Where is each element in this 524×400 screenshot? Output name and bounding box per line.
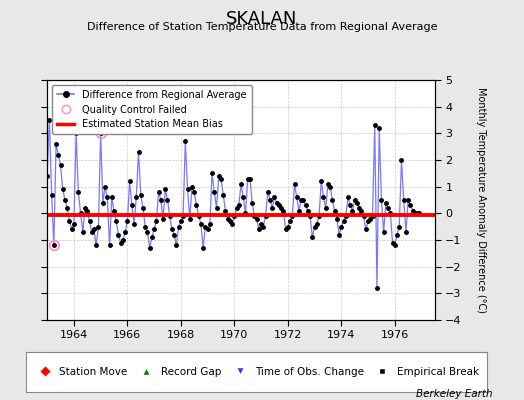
Text: Difference of Station Temperature Data from Regional Average: Difference of Station Temperature Data f… bbox=[87, 22, 437, 32]
Text: SKALAN: SKALAN bbox=[226, 10, 298, 28]
Legend: Difference from Regional Average, Quality Control Failed, Estimated Station Mean: Difference from Regional Average, Qualit… bbox=[52, 85, 252, 134]
Legend: Station Move, Record Gap, Time of Obs. Change, Empirical Break: Station Move, Record Gap, Time of Obs. C… bbox=[31, 364, 482, 380]
Y-axis label: Monthly Temperature Anomaly Difference (°C): Monthly Temperature Anomaly Difference (… bbox=[476, 87, 486, 313]
Text: Berkeley Earth: Berkeley Earth bbox=[416, 389, 493, 399]
